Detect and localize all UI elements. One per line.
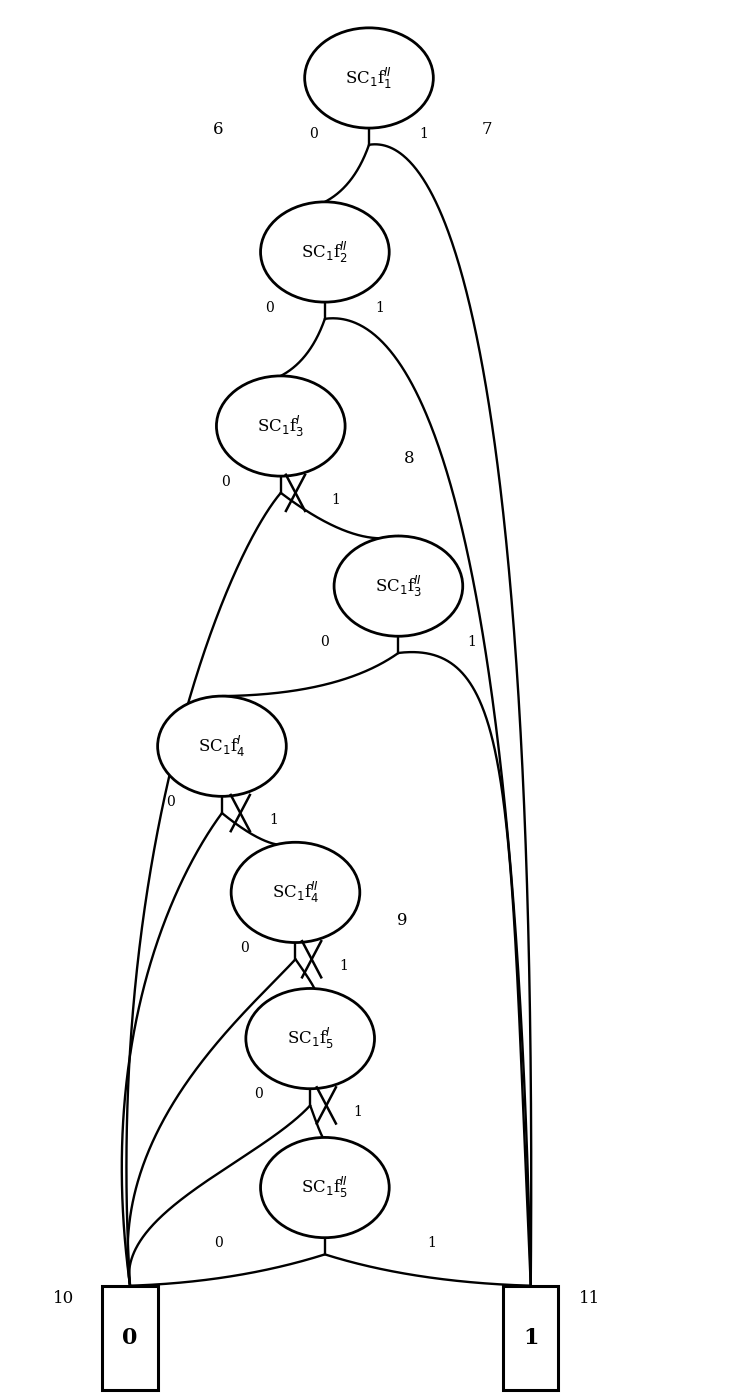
Text: 11: 11 <box>579 1290 600 1307</box>
Text: 0: 0 <box>266 301 274 315</box>
Text: SC$_1$f$_1^{II}$: SC$_1$f$_1^{II}$ <box>345 66 393 91</box>
Ellipse shape <box>261 1137 389 1237</box>
Ellipse shape <box>261 202 389 303</box>
Text: 1: 1 <box>376 301 384 315</box>
Text: 8: 8 <box>404 449 415 466</box>
Ellipse shape <box>334 536 463 636</box>
Text: SC$_1$f$_4^{I}$: SC$_1$f$_4^{I}$ <box>199 734 246 759</box>
Text: 0: 0 <box>255 1087 263 1101</box>
Text: 1: 1 <box>523 1327 539 1349</box>
Text: 0: 0 <box>309 127 318 141</box>
Text: 1: 1 <box>331 492 340 506</box>
Text: SC$_1$f$_3^{I}$: SC$_1$f$_3^{I}$ <box>258 413 304 438</box>
Text: SC$_1$f$_5^{I}$: SC$_1$f$_5^{I}$ <box>287 1027 334 1052</box>
Text: SC$_1$f$_3^{II}$: SC$_1$f$_3^{II}$ <box>375 573 422 598</box>
Text: 0: 0 <box>166 795 175 809</box>
Text: 0: 0 <box>123 1327 138 1349</box>
Ellipse shape <box>231 843 360 943</box>
Text: 1: 1 <box>269 813 278 827</box>
Text: 1: 1 <box>427 1236 436 1250</box>
Text: SC$_1$f$_2^{II}$: SC$_1$f$_2^{II}$ <box>301 240 348 265</box>
Text: 0: 0 <box>240 942 249 956</box>
Text: 0: 0 <box>221 474 230 488</box>
FancyBboxPatch shape <box>503 1286 559 1391</box>
Ellipse shape <box>305 28 433 128</box>
Text: 9: 9 <box>397 912 407 929</box>
Ellipse shape <box>158 696 286 797</box>
Text: 6: 6 <box>213 121 224 138</box>
FancyBboxPatch shape <box>103 1286 158 1391</box>
Text: SC$_1$f$_5^{II}$: SC$_1$f$_5^{II}$ <box>301 1175 348 1200</box>
Text: 0: 0 <box>320 635 329 649</box>
Text: 0: 0 <box>214 1236 223 1250</box>
Text: 7: 7 <box>481 121 492 138</box>
Text: SC$_1$f$_4^{II}$: SC$_1$f$_4^{II}$ <box>272 880 319 905</box>
Text: 1: 1 <box>339 960 348 974</box>
Text: 10: 10 <box>53 1290 75 1307</box>
Text: 1: 1 <box>420 127 429 141</box>
Text: 1: 1 <box>354 1105 362 1119</box>
Text: 1: 1 <box>467 635 476 649</box>
Ellipse shape <box>246 989 374 1088</box>
Ellipse shape <box>216 375 345 476</box>
